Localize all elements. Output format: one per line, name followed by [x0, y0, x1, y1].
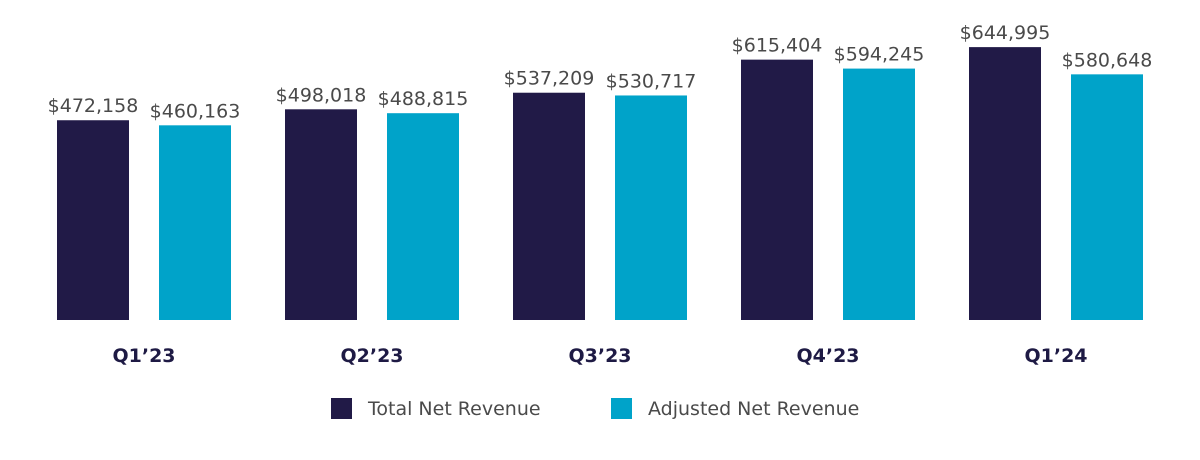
x-tick-label-4: Q4’23 [796, 345, 859, 367]
legend-label-adjusted: Adjusted Net Revenue [648, 398, 859, 420]
x-tick-label-2: Q2’23 [340, 345, 403, 367]
legend-swatch-adjusted [611, 398, 632, 419]
bar-adjusted-3 [615, 95, 687, 320]
data-label-adjusted-5: $580,648 [1062, 49, 1153, 71]
data-label-total-3: $537,209 [504, 68, 595, 90]
bar-total-5 [969, 47, 1041, 321]
x-tick-label-5: Q1’24 [1024, 345, 1087, 367]
bar-adjusted-5 [1071, 74, 1143, 320]
bar-total-4 [741, 59, 813, 320]
x-tick-label-3: Q3’23 [568, 345, 631, 367]
data-label-adjusted-1: $460,163 [150, 100, 241, 122]
data-label-total-5: $644,995 [960, 22, 1051, 44]
data-label-adjusted-4: $594,245 [834, 44, 925, 66]
data-label-total-2: $498,018 [276, 84, 367, 106]
bar-adjusted-4 [843, 68, 915, 320]
data-label-adjusted-3: $530,717 [606, 70, 697, 92]
x-tick-label-1: Q1’23 [112, 345, 175, 367]
bar-total-2 [285, 109, 357, 320]
data-label-total-1: $472,158 [48, 95, 139, 117]
data-label-total-4: $615,404 [732, 35, 823, 57]
legend-label-total: Total Net Revenue [367, 398, 541, 420]
data-label-adjusted-2: $488,815 [378, 88, 469, 110]
bar-total-1 [57, 120, 129, 320]
bar-adjusted-1 [159, 125, 231, 321]
legend-swatch-total [331, 398, 352, 419]
bar-adjusted-2 [387, 113, 459, 320]
bar-total-3 [513, 92, 585, 320]
